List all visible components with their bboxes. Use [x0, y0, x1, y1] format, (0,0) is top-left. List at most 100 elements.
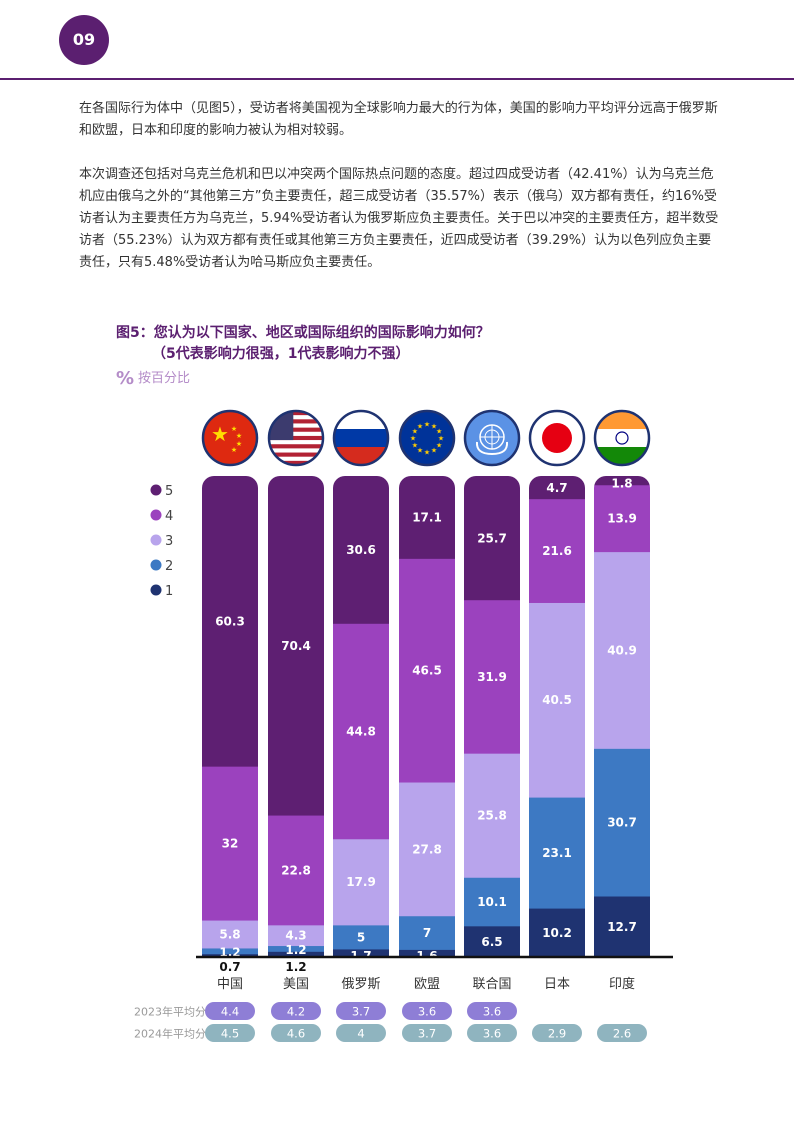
average-value: 4 [357, 1027, 364, 1041]
data-label: 32 [222, 837, 239, 851]
data-label: 21.6 [542, 544, 572, 558]
svg-text:★: ★ [436, 428, 442, 436]
bar-segment [594, 484, 650, 553]
data-label: 10.1 [477, 895, 507, 909]
bar-segment [333, 838, 389, 926]
svg-text:★: ★ [231, 425, 237, 433]
svg-text:★: ★ [431, 422, 437, 430]
category-label: 中国 [217, 977, 243, 992]
average-value: 2.9 [548, 1027, 566, 1041]
legend-swatch-3 [150, 534, 162, 546]
average-value: 3.6 [418, 1005, 436, 1019]
bar-segment [202, 766, 258, 921]
un-flag-icon [463, 409, 521, 467]
bar-stack [529, 476, 585, 958]
data-label: 13.9 [607, 512, 637, 526]
data-label: 10.2 [542, 926, 572, 940]
data-label: 5 [357, 930, 365, 944]
category-label: 印度 [609, 976, 635, 992]
data-label: 4.3 [285, 929, 306, 943]
bar-stack [594, 476, 650, 958]
average-value: 4.5 [221, 1027, 239, 1041]
bar-segment [202, 947, 258, 955]
legend-label-5: 5 [165, 484, 173, 499]
legend-label-4: 4 [165, 509, 173, 524]
india-flag-icon [593, 409, 651, 467]
average-value: 4.6 [287, 1027, 305, 1041]
china-flag-icon: ★ ★★★★ [201, 409, 259, 467]
data-label: 1.2 [285, 943, 306, 957]
bar-segment [268, 476, 324, 816]
svg-text:★: ★ [236, 440, 242, 448]
usa-flag-icon [267, 409, 325, 467]
average-value: 2.6 [613, 1027, 631, 1041]
bar-segment [594, 748, 650, 897]
figure-title-text: 图5：您认为以下国家、地区或国际组织的国际影响力如何？ [116, 325, 490, 341]
paragraph-1: 在各国际行为体中（见图5），受访者将美国视为全球影响力最大的行为体，美国的影响力… [79, 101, 718, 138]
bar-segment [399, 949, 455, 958]
bar-stack [268, 476, 324, 958]
data-label: 22.8 [281, 863, 311, 877]
bar-segment [594, 895, 650, 958]
legend-swatch-5 [150, 484, 162, 496]
average-value: 3.6 [483, 1005, 501, 1019]
bar-segment [594, 476, 650, 486]
bar-segment [464, 877, 520, 927]
bar-segment [529, 498, 585, 603]
bar-stack [333, 476, 389, 958]
data-label: 6.5 [481, 935, 502, 949]
svg-text:★: ★ [417, 447, 423, 455]
data-label: 5.8 [219, 927, 240, 941]
bar-segment [202, 953, 258, 958]
data-label: 44.8 [346, 724, 376, 738]
bar-segment [202, 919, 258, 949]
average-value: 4.2 [287, 1005, 305, 1019]
svg-text:★: ★ [436, 442, 442, 450]
svg-text:★: ★ [211, 422, 229, 446]
bar-stack [464, 476, 520, 958]
unit-note: % 按百分比 [116, 367, 190, 389]
data-label: 4.7 [546, 481, 567, 495]
bar-segment [464, 925, 520, 958]
data-label: 27.8 [412, 842, 442, 856]
average-pill [205, 1024, 255, 1042]
legend-swatch-2 [150, 559, 162, 571]
paragraph-2: 本次调查还包括对乌克兰危机和巴以冲突两个国际热点问题的态度。超过四成受访者（42… [79, 167, 719, 270]
data-label: 70.4 [281, 639, 311, 653]
bar-segment [268, 945, 324, 952]
bar-segment [399, 781, 455, 917]
data-label: 1.8 [611, 477, 632, 491]
figure-title: 图5：您认为以下国家、地区或国际组织的国际影响力如何？ （5代表影响力很强，1代… [116, 323, 490, 365]
svg-text:★: ★ [431, 447, 437, 455]
average-value: 3.6 [483, 1027, 501, 1041]
average-pill [597, 1024, 647, 1042]
bar-segment [399, 476, 455, 559]
header-rule [0, 78, 794, 80]
data-label: 7 [423, 926, 431, 940]
data-label: 25.8 [477, 809, 507, 823]
legend-swatch-1 [150, 584, 162, 596]
average-row-label: 2024年平均分 [134, 1027, 206, 1041]
average-row-label: 2023年平均分 [134, 1005, 206, 1019]
unit-note-text: 按百分比 [138, 371, 191, 386]
bar-segment [529, 602, 585, 798]
data-label: 46.5 [412, 664, 442, 678]
data-label: 17.9 [346, 875, 376, 889]
legend-label-2: 2 [165, 559, 173, 574]
bar-segment [333, 476, 389, 624]
bar-segment [464, 476, 520, 601]
average-pill [402, 1002, 452, 1020]
svg-text:★: ★ [412, 428, 418, 436]
data-label: 40.9 [607, 643, 637, 657]
average-pill [402, 1024, 452, 1042]
data-label: 12.7 [607, 920, 637, 934]
data-label: 23.1 [542, 846, 572, 860]
bar-segment [268, 924, 324, 947]
svg-text:★: ★ [412, 442, 418, 450]
average-pill [336, 1024, 386, 1042]
average-pill [467, 1002, 517, 1020]
bar-segment [464, 599, 520, 754]
category-label: 俄罗斯 [341, 977, 380, 992]
svg-text:★: ★ [236, 432, 242, 440]
svg-text:★: ★ [410, 435, 416, 443]
